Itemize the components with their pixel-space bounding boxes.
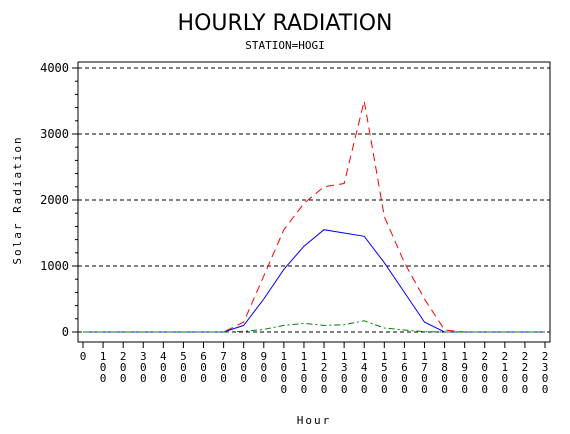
plot-frame <box>77 61 551 343</box>
y-tick-label: 2000 <box>40 193 69 207</box>
series-line-2 <box>83 229 545 333</box>
y-tick-label: 1000 <box>40 259 69 273</box>
plot-area: 0 1000 2000 3000 4000 0 1 0 0 2 0 0 3 0 0 4 0 0 5 0 0 6 0 0 7 0 0 8… <box>40 61 551 396</box>
x-axis-label: Hour <box>297 414 332 427</box>
y-tick-label: 4000 <box>40 61 69 75</box>
y-axis-label: Solar Radiation <box>11 135 24 264</box>
y-tick-label: 0 <box>62 325 69 339</box>
x-tick-label: 0 <box>80 350 87 363</box>
series-line-3 <box>83 320 545 333</box>
chart-title: HOURLY RADIATION <box>178 11 393 36</box>
y-tick-label: 3000 <box>40 127 69 141</box>
chart-subtitle: STATION=HOGI <box>245 39 324 52</box>
series-line-1 <box>83 100 545 333</box>
